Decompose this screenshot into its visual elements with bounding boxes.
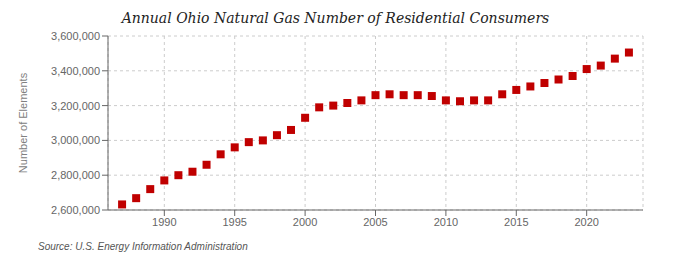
svg-text:2020: 2020 — [574, 216, 598, 228]
svg-text:3,000,000: 3,000,000 — [51, 134, 100, 146]
svg-text:2,800,000: 2,800,000 — [51, 169, 100, 181]
svg-text:2,600,000: 2,600,000 — [51, 204, 100, 216]
svg-text:2015: 2015 — [504, 216, 528, 228]
svg-text:1990: 1990 — [152, 216, 176, 228]
html-text:Annual Ohio Natural Gas Number: Annual Ohio Natural Gas Number of Reside… — [121, 10, 550, 26]
svg-text:1995: 1995 — [222, 216, 246, 228]
svg-text:3,400,000: 3,400,000 — [51, 65, 100, 77]
html-text:Source: U.S. Energy Informatio: Source: U.S. Energy Information Administ… — [38, 241, 248, 252]
svg-text:2010: 2010 — [434, 216, 458, 228]
svg-text:2005: 2005 — [363, 216, 387, 228]
svg-text:3,600,000: 3,600,000 — [51, 30, 100, 42]
svg-text:2000: 2000 — [293, 216, 317, 228]
svg-text:3,200,000: 3,200,000 — [51, 100, 100, 112]
svg-text:Number of Elements: Number of Elements — [17, 72, 29, 173]
